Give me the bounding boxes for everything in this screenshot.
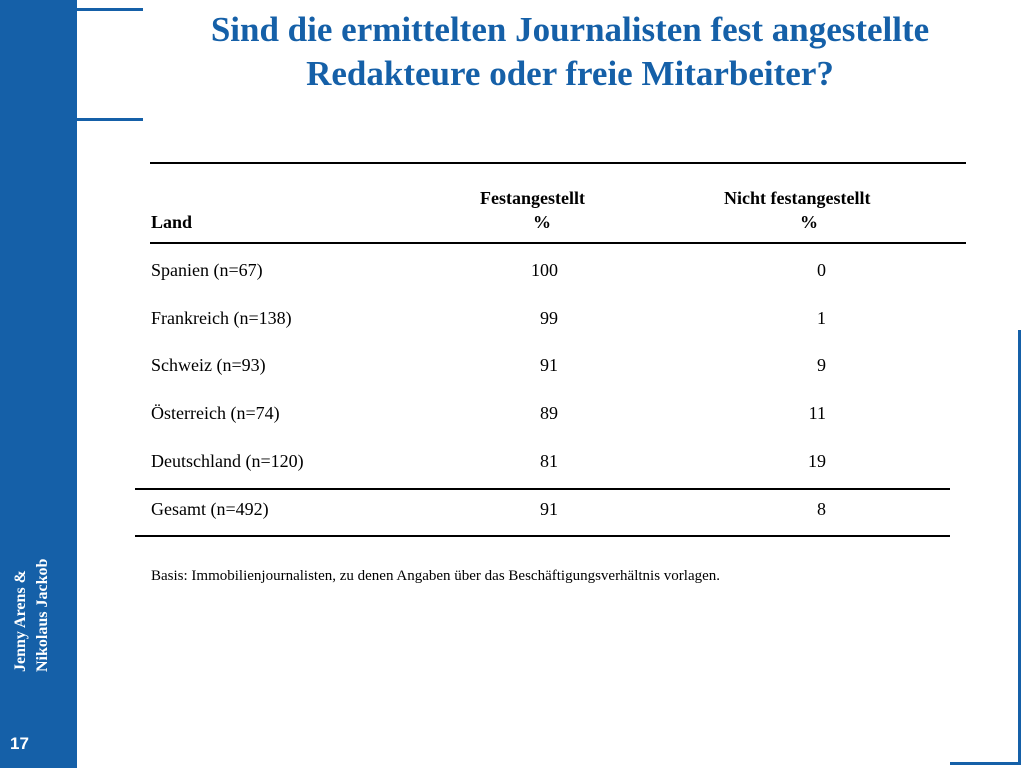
top-bracket-horizontal [77, 8, 143, 11]
header-nicht-festangestellt: Nicht festangestellt [724, 188, 871, 208]
page-number: 17 [10, 734, 29, 753]
mid-bracket-horizontal [77, 118, 143, 121]
row-nicht: 11 [808, 403, 826, 423]
authors-block: Jenny Arens & Nikolaus Jackob [4, 512, 68, 672]
table-top-rule [150, 162, 966, 164]
row-land: Deutschland (n=120) [151, 451, 304, 471]
row-fest: 100 [531, 260, 558, 280]
row-land: Schweiz (n=93) [151, 355, 266, 375]
header-fest-unit: % [533, 212, 551, 232]
row-fest: 89 [540, 403, 558, 423]
slide-title: Sind die ermittelten Journalisten fest a… [210, 10, 930, 93]
right-bracket-horizontal [950, 762, 1021, 765]
row-nicht: 9 [817, 355, 826, 375]
mid-bracket-vertical [67, 120, 70, 188]
row-fest: 99 [540, 308, 558, 328]
table-header-rule [150, 242, 966, 244]
top-bracket-vertical [67, 8, 70, 76]
table-bottom-rule [135, 535, 950, 537]
table-total-rule [135, 488, 950, 490]
right-bracket-vertical [1018, 330, 1021, 764]
row-land: Spanien (n=67) [151, 260, 263, 280]
table-footnote: Basis: Immobilienjournalisten, zu denen … [151, 568, 721, 584]
header-land: Land [151, 212, 193, 232]
row-nicht: 1 [817, 308, 826, 328]
row-nicht: 0 [817, 260, 826, 280]
row-land: Frankreich (n=138) [151, 308, 292, 328]
row-land: Österreich (n=74) [151, 403, 280, 423]
row-fest: 81 [540, 451, 558, 471]
row-fest: 91 [540, 355, 558, 375]
total-nicht: 8 [817, 499, 826, 519]
authors-text: Jenny Arens & Nikolaus Jackob [10, 512, 54, 672]
total-fest: 91 [540, 499, 558, 519]
author-line-1: Jenny Arens & [12, 570, 29, 672]
total-land: Gesamt (n=492) [151, 499, 269, 519]
author-line-2: Nikolaus Jackob [34, 558, 51, 672]
row-nicht: 19 [808, 451, 826, 471]
header-nicht-unit: % [800, 212, 818, 232]
sidebar [0, 0, 77, 768]
header-festangestellt: Festangestellt [480, 188, 585, 208]
